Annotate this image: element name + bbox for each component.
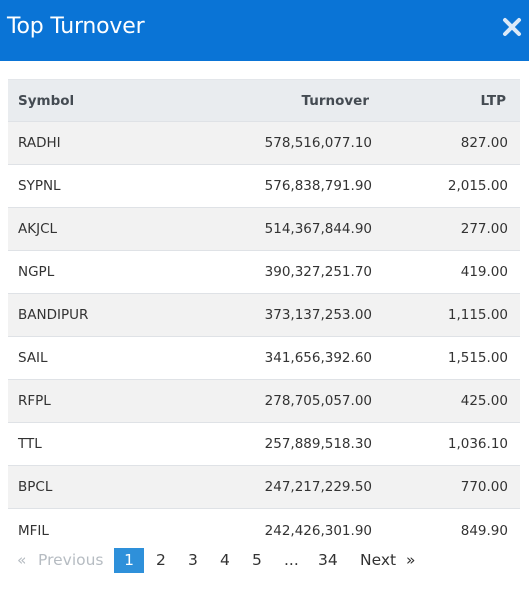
page-button-5[interactable]: 5	[252, 551, 262, 569]
table-row[interactable]: RADHI 578,516,077.10 827.00	[8, 122, 520, 165]
cell-ltp: 2,015.00	[447, 178, 508, 194]
page-button-34[interactable]: 34	[318, 551, 338, 569]
cell-symbol[interactable]: BANDIPUR	[18, 307, 89, 323]
table-row[interactable]: AKJCL 514,367,844.90 277.00	[8, 208, 520, 251]
cell-turnover: 278,705,057.00	[264, 393, 372, 409]
cell-turnover: 578,516,077.10	[264, 135, 372, 151]
table-row[interactable]: BPCL 247,217,229.50 770.00	[8, 466, 520, 509]
page-button-1[interactable]: 1	[114, 548, 144, 573]
cell-ltp: 1,515.00	[447, 350, 508, 366]
cell-symbol[interactable]: SAIL	[18, 350, 48, 366]
column-header-ltp[interactable]: LTP	[480, 92, 506, 109]
column-header-turnover[interactable]: Turnover	[301, 92, 370, 109]
table-header-row: Symbol Turnover LTP	[8, 80, 520, 122]
cell-ltp: 425.00	[460, 393, 508, 409]
cell-turnover: 514,367,844.90	[264, 221, 372, 237]
modal-header: Top Turnover	[0, 0, 529, 61]
cell-turnover: 242,426,301.90	[264, 522, 372, 539]
cell-turnover: 257,889,518.30	[264, 436, 372, 452]
page-button-3[interactable]: 3	[188, 551, 198, 569]
table-row[interactable]: RFPL 278,705,057.00 425.00	[8, 380, 520, 423]
cell-turnover: 390,327,251.70	[264, 264, 372, 280]
next-arrow[interactable]: »	[406, 551, 416, 569]
table-row[interactable]: TTL 257,889,518.30 1,036.10	[8, 423, 520, 466]
previous-button: Previous	[38, 551, 104, 569]
cell-turnover: 341,656,392.60	[264, 350, 372, 366]
table-row[interactable]: SAIL 341,656,392.60 1,515.00	[8, 337, 520, 380]
table-row[interactable]: MFIL 242,426,301.90 849.90	[8, 509, 520, 552]
cell-turnover: 576,838,791.90	[264, 178, 372, 194]
close-glyph	[503, 18, 521, 36]
cell-symbol[interactable]: SYPNL	[18, 178, 61, 194]
page-button-2[interactable]: 2	[156, 551, 166, 569]
cell-ltp: 827.00	[460, 135, 508, 151]
next-button[interactable]: Next	[360, 551, 397, 569]
table-row[interactable]: BANDIPUR 373,137,253.00 1,115.00	[8, 294, 520, 337]
cell-symbol[interactable]: NGPL	[18, 264, 55, 280]
cell-ltp: 1,115.00	[447, 307, 508, 323]
cell-ltp: 419.00	[460, 264, 508, 280]
cell-ltp: 849.90	[460, 522, 508, 539]
cell-symbol[interactable]: RFPL	[18, 393, 51, 409]
previous-arrow: «	[17, 551, 27, 569]
page-button-4[interactable]: 4	[220, 551, 230, 569]
cell-turnover: 373,137,253.00	[264, 307, 372, 323]
cell-ltp: 770.00	[460, 479, 508, 495]
cell-symbol[interactable]: AKJCL	[18, 221, 58, 237]
cell-ltp: 277.00	[460, 221, 508, 237]
column-header-symbol[interactable]: Symbol	[18, 92, 75, 109]
cell-ltp: 1,036.10	[447, 436, 508, 452]
cell-symbol[interactable]: BPCL	[18, 479, 53, 495]
modal-title: Top Turnover	[7, 14, 145, 39]
cell-turnover: 247,217,229.50	[264, 479, 372, 495]
close-icon[interactable]	[501, 16, 523, 38]
pagination: « Previous 1 2 3 4 5 ... 34 Next »	[11, 548, 441, 573]
cell-symbol[interactable]: RADHI	[18, 135, 61, 151]
pagination-ellipsis: ...	[284, 551, 299, 569]
table-row[interactable]: SYPNL 576,838,791.90 2,015.00	[8, 165, 520, 208]
table-row[interactable]: NGPL 390,327,251.70 419.00	[8, 251, 520, 294]
cell-symbol[interactable]: MFIL	[18, 522, 49, 539]
cell-symbol[interactable]: TTL	[18, 436, 42, 452]
top-turnover-table: Symbol Turnover LTP RADHI 578,516,077.10 8…	[8, 79, 520, 552]
